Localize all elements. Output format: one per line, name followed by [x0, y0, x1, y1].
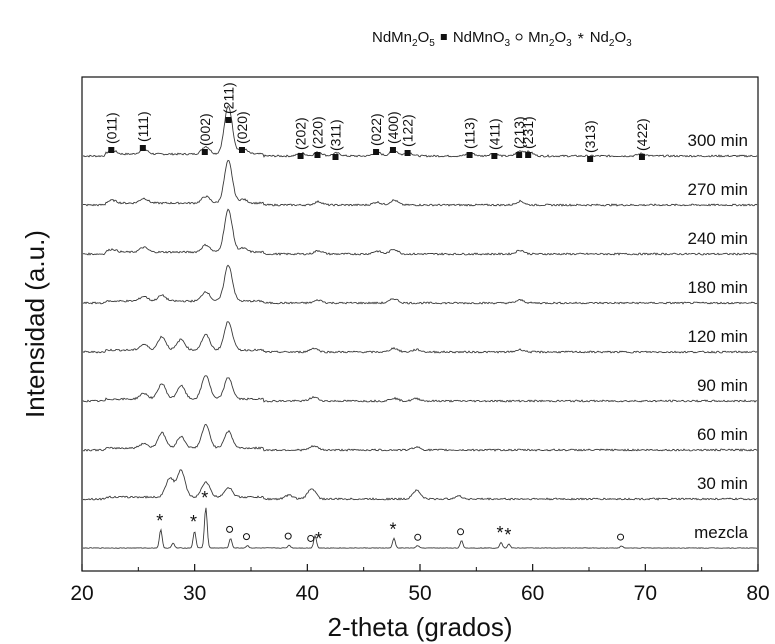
legend-square-icon	[440, 34, 447, 40]
reflection-label: (211)	[220, 82, 236, 114]
series-label: 120 min	[688, 327, 748, 346]
circle-marker	[457, 528, 465, 536]
reflection-marker	[638, 154, 645, 160]
x-tick-label: 80	[746, 582, 769, 605]
star-marker: *	[315, 529, 322, 549]
reflection-label: (311)	[328, 119, 344, 151]
star-marker: *	[389, 519, 396, 539]
legend-entry-label: NdMn2O5	[372, 29, 435, 49]
trace-group: 300 min 270 min 240 min 180 min 120 min 90 mi…	[82, 105, 758, 549]
reflection-marker	[314, 152, 321, 158]
star-marker: *	[156, 511, 163, 531]
reflection-marker	[108, 147, 115, 153]
reflection-marker	[587, 156, 594, 162]
series-label: 240 min	[688, 229, 748, 248]
x-axis: 20 30 40 50 60 70 80	[70, 564, 770, 605]
circle-marker	[284, 532, 292, 540]
reflection-marker	[516, 152, 523, 158]
reflection-label: (020)	[234, 111, 250, 144]
series-label: 270 min	[688, 180, 748, 199]
reflection-label: (313)	[582, 120, 598, 153]
reflection-marker	[201, 149, 208, 155]
series-label: 300 min	[688, 131, 748, 150]
reflection-label: (122)	[400, 114, 416, 147]
star-marker: *	[190, 512, 197, 532]
legend-star-icon: *	[578, 31, 584, 48]
x-tick-label: 50	[408, 582, 431, 605]
series-label: 180 min	[688, 278, 748, 297]
circle-marker	[226, 525, 234, 533]
series-label: 60 min	[697, 425, 748, 444]
plot-frame	[81, 76, 759, 572]
series-label: 90 min	[697, 376, 748, 395]
trace-line	[82, 264, 758, 305]
trace-line	[82, 469, 758, 501]
series-label: 30 min	[697, 474, 748, 493]
reflection-label: (231)	[520, 116, 536, 149]
reflection-label: (113)	[462, 117, 478, 149]
legend-entry-label: NdMnO3	[453, 29, 511, 49]
star-marker: *	[496, 523, 503, 543]
circle-marker	[242, 533, 250, 541]
x-tick-label: 70	[634, 582, 657, 605]
reflection-marker	[139, 145, 146, 151]
reflection-marker	[466, 152, 473, 158]
reflection-marker	[491, 153, 498, 159]
trace-line	[82, 159, 758, 207]
circle-marker	[617, 533, 625, 541]
legend-entry-label: Mn2O3	[528, 29, 572, 49]
trace-line	[82, 423, 758, 452]
legend-circle-icon	[515, 33, 523, 41]
legend: NdMn2O5 NdMnO3 Mn2O3 * Nd2O3	[372, 29, 632, 49]
reflection-label: (400)	[385, 111, 401, 144]
reflection-marker	[238, 147, 245, 153]
reflection-marker	[332, 154, 339, 160]
reflection-label: (011)	[103, 112, 119, 144]
series-label: mezcla	[694, 523, 748, 542]
x-axis-title: 2-theta (grados)	[328, 612, 513, 642]
reflection-label: (202)	[293, 117, 309, 150]
reflection-marker	[389, 147, 396, 153]
circle-marker	[307, 534, 315, 542]
reflection-label: (411)	[486, 118, 502, 150]
marker-group: (011) (111) (002) (211)(020) (202) (220) (311)…	[103, 82, 650, 549]
reflection-marker	[525, 152, 532, 158]
trace-line	[82, 208, 758, 256]
star-marker: *	[504, 525, 511, 545]
reflection-marker	[404, 150, 411, 156]
reflection-label: (022)	[368, 113, 384, 146]
reflection-label: (213)	[511, 116, 527, 149]
reflection-marker	[225, 117, 232, 123]
reflection-marker	[297, 153, 304, 159]
circle-marker	[414, 533, 422, 541]
y-axis-title: Intensidad (a.u.)	[20, 230, 50, 418]
trace-line	[82, 507, 758, 549]
reflection-label: (111)	[135, 111, 151, 142]
reflection-marker	[373, 149, 380, 155]
trace-line	[82, 105, 758, 158]
star-marker: *	[201, 488, 208, 508]
reflection-label: (002)	[197, 113, 213, 146]
x-tick-label: 60	[521, 582, 544, 605]
legend-entry-label: Nd2O3	[590, 29, 632, 49]
x-tick-label: 20	[70, 582, 93, 605]
reflection-label: (422)	[634, 118, 650, 151]
reflection-label: (220)	[309, 116, 325, 149]
x-tick-label: 30	[183, 582, 206, 605]
trace-line	[82, 375, 758, 403]
trace-line	[82, 321, 758, 354]
x-tick-label: 40	[296, 582, 319, 605]
